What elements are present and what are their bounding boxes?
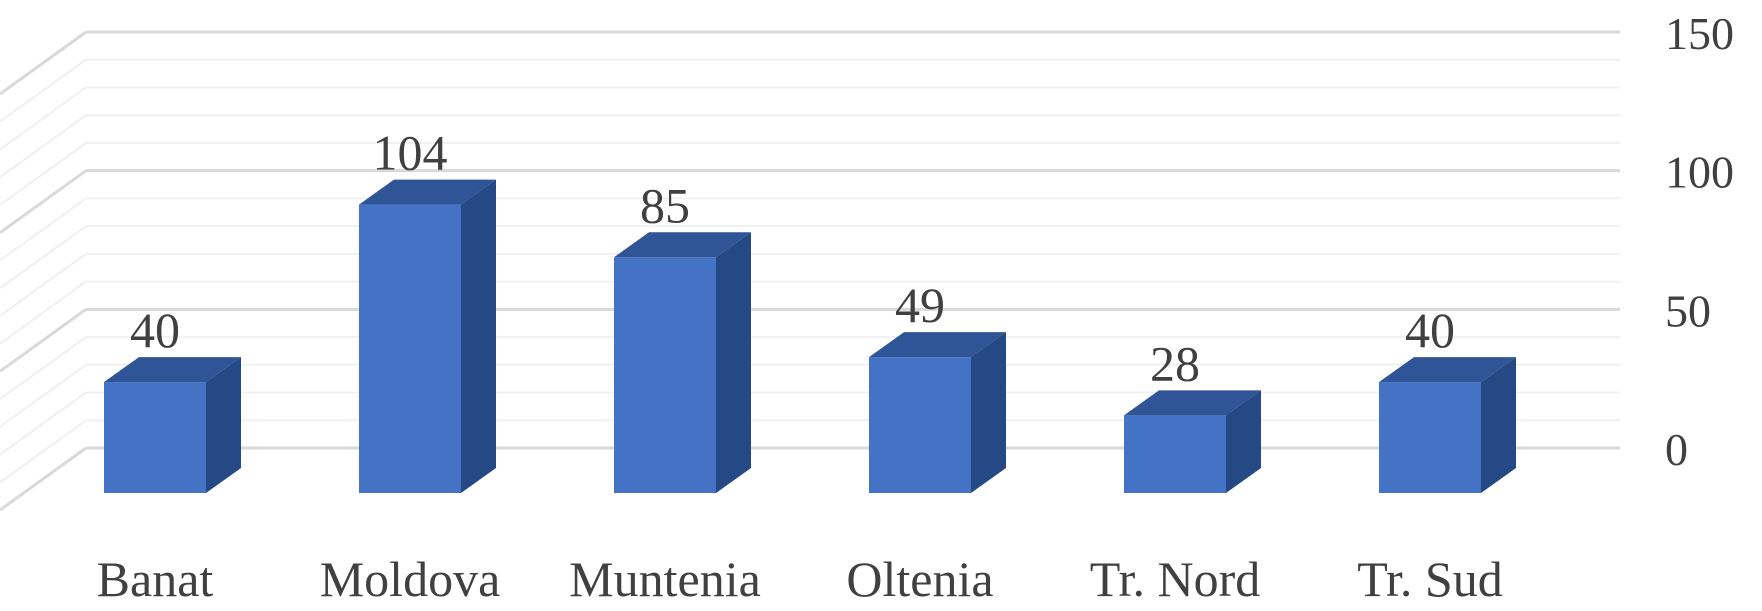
data-label: 49: [895, 277, 945, 333]
major-gridline-side: [0, 308, 87, 373]
x-tick-label: Muntenia: [569, 551, 761, 607]
minor-gridline-side: [0, 391, 87, 456]
x-tick-label: Oltenia: [846, 551, 993, 607]
bar-side: [971, 332, 1006, 493]
bar: [359, 204, 461, 493]
gridlines: [0, 30, 1620, 512]
data-label: 104: [373, 125, 448, 181]
minor-gridline-side: [0, 280, 87, 345]
x-tick-label: Tr. Sud: [1357, 551, 1502, 607]
minor-gridline-side: [0, 225, 87, 289]
y-tick-label: 50: [1665, 285, 1711, 336]
bar: [104, 382, 206, 493]
minor-gridline-side: [0, 336, 87, 400]
minor-gridline-side: [0, 419, 87, 484]
minor-gridline-side: [0, 253, 87, 317]
bar: [1124, 415, 1226, 493]
bar-top: [614, 232, 751, 258]
bar-top: [869, 332, 1006, 358]
data-label: 40: [1405, 302, 1455, 358]
y-tick-label: 0: [1665, 424, 1688, 475]
x-tick-label: Tr. Nord: [1090, 551, 1260, 607]
bar-top: [104, 357, 241, 383]
bar-side: [1226, 390, 1261, 493]
bar-side: [1481, 357, 1516, 493]
minor-gridline-side: [0, 197, 87, 262]
minor-gridline-side: [0, 142, 87, 206]
y-tick-label: 150: [1665, 8, 1734, 59]
major-gridline-side: [0, 30, 87, 96]
data-label: 85: [640, 177, 690, 233]
minor-gridline-side: [0, 114, 87, 179]
data-labels: 40 104 85 49 28 40: [130, 125, 1455, 392]
bar-side: [461, 179, 496, 493]
minor-gridline-side: [0, 58, 87, 123]
bar-top: [1379, 357, 1516, 383]
x-axis-category-labels: Banat Moldova Muntenia Oltenia Tr. Nord Tr. S…: [97, 551, 1503, 607]
bar: [869, 357, 971, 493]
bar-top: [1124, 390, 1261, 416]
data-label: 28: [1150, 335, 1200, 391]
bar: [1379, 382, 1481, 493]
bar-side: [206, 357, 241, 493]
major-gridline-side: [0, 169, 87, 234]
x-tick-label: Moldova: [320, 551, 501, 607]
minor-gridline-side: [0, 363, 87, 428]
bar-side: [716, 232, 751, 493]
bar-top: [359, 179, 496, 205]
x-tick-label: Banat: [97, 551, 214, 607]
bar: [614, 257, 716, 493]
minor-gridline-side: [0, 86, 87, 151]
major-gridline-side: [0, 446, 87, 512]
data-label: 40: [130, 302, 180, 358]
y-tick-label: 100: [1665, 147, 1734, 198]
y-axis-tick-labels: 0 50 100 150: [1665, 8, 1734, 475]
bars: [104, 179, 1516, 493]
